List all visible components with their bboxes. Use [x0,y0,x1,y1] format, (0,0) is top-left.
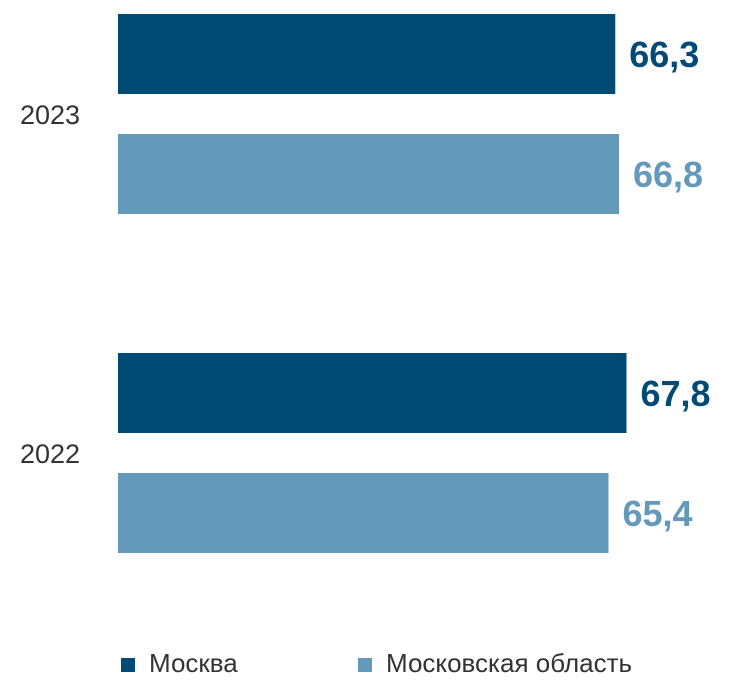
value-label: 66,3 [629,34,699,75]
category-labels: 2023 2022 [20,100,80,469]
category-label: 2022 [20,439,80,469]
bar-2022-moskva [118,353,627,433]
bar-2023-moskva [118,14,616,94]
legend-label: Московская область [386,648,632,678]
legend-swatch [121,658,135,672]
legend-label: Москва [149,648,238,678]
bars-group [118,14,627,553]
bar-2023-oblast [118,134,619,214]
legend: Москва Московская область [121,648,632,678]
value-label: 65,4 [623,493,693,534]
value-label: 67,8 [641,373,711,414]
legend-swatch [358,658,372,672]
value-label: 66,8 [633,154,703,195]
value-labels: 66,3 66,8 67,8 65,4 [623,34,711,534]
bar-2022-oblast [118,473,609,553]
category-label: 2023 [20,100,80,130]
